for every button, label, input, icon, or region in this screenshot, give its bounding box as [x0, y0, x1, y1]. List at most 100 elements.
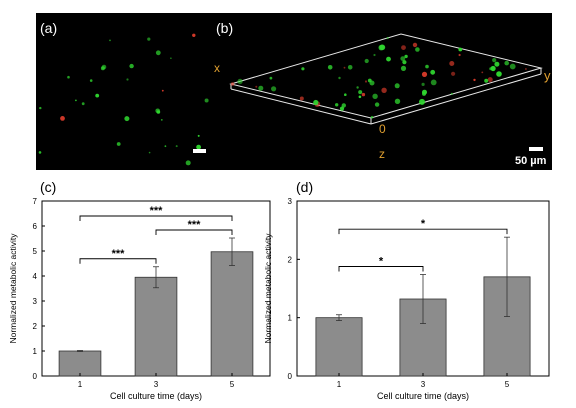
cell-dot — [356, 86, 359, 89]
panel-d-label: (d) — [296, 179, 313, 195]
panel-b-cells — [230, 36, 527, 119]
bar — [58, 350, 102, 377]
cell-dot — [504, 60, 510, 66]
y-tick-label: 2 — [33, 322, 38, 331]
cell-dot — [386, 36, 389, 40]
cell-dot — [75, 99, 77, 102]
cell-dot — [147, 37, 151, 41]
cell-dot — [38, 151, 42, 154]
y-tick-label: 3 — [288, 197, 293, 206]
cell-dot — [496, 71, 502, 77]
x-axis-label: Cell culture time (days) — [377, 391, 469, 401]
cell-dot — [109, 39, 111, 42]
panel-a-image — [36, 13, 217, 170]
cell-dot — [370, 115, 374, 119]
cell-dot — [339, 106, 345, 111]
cell-dot — [160, 119, 163, 121]
cell-dot — [156, 110, 161, 114]
cell-dot — [451, 71, 456, 76]
bar — [315, 317, 363, 377]
y-tick-label: 7 — [33, 197, 38, 206]
cell-dot — [358, 95, 362, 99]
cell-dot — [255, 85, 258, 88]
cell-dot — [197, 134, 200, 137]
x-tick-label: 3 — [421, 380, 426, 389]
cell-dot — [419, 98, 425, 105]
panel-b: (b) x y z 0 50 µm — [210, 13, 552, 170]
significance-label: * — [421, 218, 426, 230]
y-tick-label: 4 — [33, 272, 38, 281]
cell-dot — [39, 106, 42, 110]
cell-dot — [361, 92, 366, 97]
cell-dot — [525, 68, 527, 70]
cell-dot — [364, 80, 368, 83]
cell-dot — [394, 98, 401, 105]
cell-dot — [458, 47, 463, 52]
y-axis-label: Normalized metabolic activity — [8, 233, 18, 344]
cell-dot — [60, 116, 65, 121]
cell-dot — [95, 93, 100, 98]
cell-dot — [481, 71, 484, 74]
cell-dot — [344, 93, 347, 96]
cell-dot — [204, 98, 209, 103]
cell-dot — [421, 71, 428, 77]
panel-b-origin: 0 — [379, 122, 386, 136]
cell-dot — [373, 53, 376, 57]
x-tick-label: 5 — [505, 380, 510, 389]
y-tick-label: 1 — [288, 314, 293, 323]
significance-label: *** — [112, 248, 126, 260]
y-tick-label: 1 — [33, 347, 38, 356]
cell-dot — [400, 56, 406, 61]
cell-dot — [347, 65, 353, 70]
cell-dot — [449, 61, 455, 66]
significance-bracket — [155, 229, 233, 235]
cell-dot — [421, 82, 425, 86]
x-tick-label: 1 — [337, 380, 342, 389]
cell-dot — [299, 96, 304, 101]
significance-bracket — [79, 215, 233, 221]
cell-dot — [374, 102, 380, 107]
cell-dot — [341, 103, 346, 108]
cell-dot — [358, 90, 363, 95]
cell-dot — [473, 78, 476, 82]
cell-dot — [430, 69, 436, 75]
cell-dot — [124, 116, 130, 122]
cell-dot — [161, 89, 164, 92]
cell-dot — [313, 99, 319, 106]
panel-b-bottom-edge-right — [370, 73, 542, 125]
y-tick-label: 0 — [33, 372, 38, 381]
significance-label: * — [379, 256, 384, 268]
significance-bracket — [338, 266, 424, 272]
y-axis-label: Normalized metabolic activity — [263, 233, 273, 344]
cell-dot — [484, 78, 489, 83]
bar — [210, 251, 254, 377]
x-tick-label: 3 — [154, 380, 159, 389]
x-tick-label: 1 — [78, 380, 83, 389]
bar — [134, 276, 178, 377]
cell-dot — [490, 67, 494, 70]
cell-dot — [402, 60, 407, 65]
y-tick-label: 3 — [33, 297, 38, 306]
cell-dot — [381, 87, 387, 94]
cell-dot — [148, 151, 151, 154]
cell-dot — [335, 103, 339, 107]
cell-dot — [170, 57, 172, 59]
cell-dot — [394, 83, 400, 89]
significance-bracket — [79, 258, 157, 264]
significance-label: *** — [150, 205, 164, 217]
panel-a-cells — [38, 33, 209, 166]
cell-dot — [492, 58, 497, 63]
x-axis-label: Cell culture time (days) — [110, 391, 202, 401]
cell-dot — [175, 145, 178, 148]
cell-dot — [67, 75, 70, 79]
cell-dot — [338, 76, 341, 80]
cell-dot — [230, 82, 235, 86]
panel-b-volume-box — [229, 33, 543, 125]
cell-dot — [81, 102, 85, 106]
cell-dot — [196, 144, 202, 150]
x-tick-label: 5 — [230, 380, 235, 389]
cell-dot — [258, 85, 264, 91]
panel-b-scalebar-label: 50 µm — [515, 155, 547, 167]
panel-a-label: (a) — [40, 20, 57, 36]
cell-dot — [237, 78, 243, 84]
